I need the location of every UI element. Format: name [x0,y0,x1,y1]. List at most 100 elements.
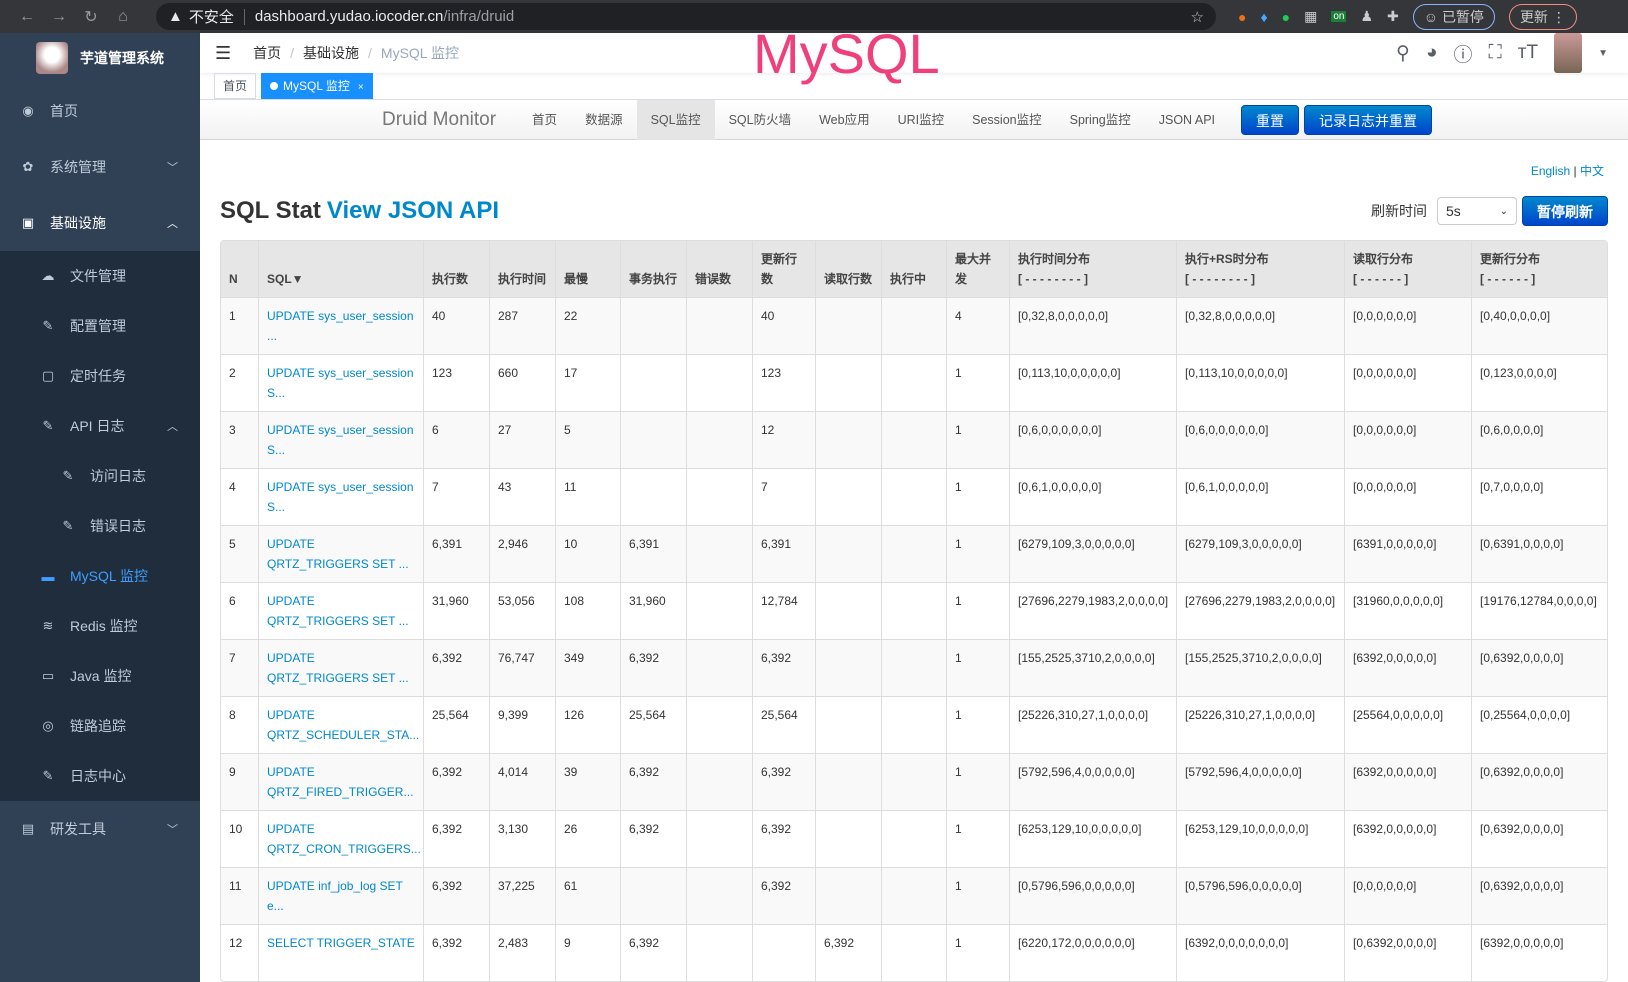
tag-home[interactable]: 首页 [214,73,257,99]
table-cell: 12 [221,924,258,981]
sidebar-item-devtools[interactable]: ▤ 研发工具 ﹀ [0,801,200,857]
sidebar-item-access-log[interactable]: ✎ 访问日志 [0,451,200,501]
table-cell: 22 [555,297,620,354]
bookmark-star-icon[interactable]: ☆ [1190,8,1204,26]
sql-stat-content: English | 中文 SQL Stat View JSON API 刷新时间 … [200,140,1628,982]
table-cell: 6,392 [620,924,686,981]
sidebar-item-java[interactable]: ▭ Java 监控 [0,651,200,701]
back-icon[interactable]: ← [19,7,35,25]
sidebar-item-error-log[interactable]: ✎ 错误日志 [0,501,200,551]
breadcrumb-separator: / [290,45,295,61]
sidebar-item-config[interactable]: ✎ 配置管理 [0,301,200,351]
sql-link[interactable]: UPDATE QRTZ_FIRED_TRIGGER... [267,765,414,799]
table-cell: [0,32,8,0,0,0,0,0] [1009,297,1176,354]
extension-icon[interactable]: ♟ [1360,8,1374,24]
fullscreen-icon[interactable]: ⛶ [1488,42,1502,63]
sql-link[interactable]: UPDATE QRTZ_SCHEDULER_STA... [267,708,420,742]
sidebar-item-mysql[interactable]: ▬ MySQL 监控 [0,551,200,601]
sql-link[interactable]: UPDATE inf_job_log SET e... [267,879,403,913]
table-cell: [0,6,1,0,0,0,0,0] [1009,468,1176,525]
breadcrumb-infra[interactable]: 基础设施 [303,45,360,61]
sql-link[interactable]: UPDATE sys_user_session ... [267,309,414,343]
main-area: ☰ 首页 / 基础设施 / MySQL 监控 MySQL ⚲ ◕ ⓘ ⛶ ᴛT ▼ 首页… [200,22,1628,982]
druid-nav-uri[interactable]: URI监控 [897,112,945,127]
druid-nav-spring[interactable]: Spring监控 [1069,112,1131,127]
sidebar-item-api-log[interactable]: ✎ API 日志 ︿ [0,401,200,451]
extension-icon[interactable]: ● [1281,8,1291,25]
lang-chinese[interactable]: 中文 [1579,164,1604,178]
druid-nav-webapp[interactable]: Web应用 [819,112,870,127]
hamburger-icon[interactable]: ☰ [215,42,232,63]
druid-nav-json-api[interactable]: JSON API [1158,112,1216,127]
sql-link[interactable]: UPDATE sys_user_session S... [267,366,414,400]
avatar[interactable] [1554,33,1583,73]
druid-nav-home[interactable]: 首页 [532,112,558,127]
address-bar[interactable]: ▲ 不安全 dashboard.yudao.iocoder.cn/infra/d… [156,3,1216,30]
help-icon[interactable]: ⓘ [1453,44,1473,66]
druid-brand[interactable]: Druid Monitor [382,108,497,130]
sidebar-item-redis[interactable]: ≋ Redis 监控 [0,601,200,651]
profile-button[interactable]: ☺ 已暂停 [1412,3,1495,30]
sidebar-item-file[interactable]: ☁ 文件管理 [0,251,200,301]
puzzle-icon[interactable]: ✚ [1387,8,1399,24]
table-cell: [6253,129,10,0,0,0,0,0] [1009,810,1176,867]
sidebar-logo[interactable]: 芋道管理系统 [0,33,200,83]
reload-icon[interactable]: ↻ [84,8,98,26]
druid-nav-session[interactable]: Session监控 [972,112,1042,127]
column-header[interactable]: SQL▼ [258,241,423,297]
extension-icon[interactable]: ▦ [1304,8,1318,24]
home-icon[interactable]: ⌂ [118,7,128,25]
table-cell: 40 [752,297,815,354]
lang-english[interactable]: English [1530,164,1571,178]
sidebar-item-home[interactable]: ◉ 首页 [0,83,200,139]
table-cell: [0,6392,0,0,0,0] [1471,867,1607,924]
sidebar-item-job[interactable]: ▢ 定时任务 [0,351,200,401]
table-cell [620,867,686,924]
search-icon[interactable]: ⚲ [1396,42,1410,64]
close-icon[interactable]: × [357,82,364,93]
tag-mysql[interactable]: MySQL 监控 × [261,73,373,99]
sidebar-item-infra[interactable]: ▣ 基础设施 ︿ [0,195,200,251]
github-icon[interactable]: ◕ [1425,42,1438,63]
log-icon: ✎ [42,768,54,783]
sql-link[interactable]: UPDATE QRTZ_CRON_TRIGGERS... [267,822,421,856]
log-and-reset-button[interactable]: 记录日志并重置 [1304,104,1433,135]
table-cell: [155,2525,3710,2,0,0,0,0] [1009,639,1176,696]
sql-link[interactable]: UPDATE QRTZ_TRIGGERS SET ... [267,537,409,571]
label: Java 监控 [70,668,132,684]
extension-icon[interactable]: ♦ [1260,8,1268,25]
sidebar-item-trace[interactable]: ◎ 链路追踪 [0,701,200,751]
breadcrumb-home[interactable]: 首页 [253,45,282,61]
view-json-api-link[interactable]: View JSON API [326,197,499,224]
tags-view: 首页 MySQL 监控 × [200,73,1628,100]
extension-on-badge[interactable]: on [1331,11,1347,22]
table-cell [815,468,881,525]
druid-nav-sql[interactable]: SQL监控 [636,99,715,140]
sql-link[interactable]: UPDATE QRTZ_TRIGGERS SET ... [267,651,409,685]
table-cell [881,354,946,411]
extension-icon[interactable]: ● [1238,8,1247,25]
table-cell: 9 [221,753,258,810]
pause-refresh-button[interactable]: 暂停刷新 [1522,196,1608,226]
druid-nav-datasource[interactable]: 数据源 [585,112,623,127]
caret-down-icon[interactable]: ▼ [1598,47,1608,59]
label: 错误日志 [90,518,146,534]
update-button[interactable]: 更新 ⋮ [1508,3,1577,30]
sql-link[interactable]: UPDATE sys_user_session S... [267,423,414,457]
more-icon: ⋮ [1551,8,1566,25]
table-cell [881,867,946,924]
table-cell [881,525,946,582]
sql-link[interactable]: UPDATE QRTZ_TRIGGERS SET ... [267,594,409,628]
font-size-icon[interactable]: ᴛT [1517,42,1539,63]
sidebar-item-system[interactable]: ✿ 系统管理 ﹀ [0,139,200,195]
refresh-interval-select[interactable]: 5s ⌄ [1437,197,1517,225]
forward-icon[interactable]: → [51,7,67,25]
sql-link[interactable]: SELECT TRIGGER_STATE [267,936,415,950]
sidebar-item-log-center[interactable]: ✎ 日志中心 [0,751,200,801]
navbar: ☰ 首页 / 基础设施 / MySQL 监控 MySQL ⚲ ◕ ⓘ ⛶ ᴛT ▼ [200,22,1628,85]
table-cell [815,411,881,468]
druid-nav-wall[interactable]: SQL防火墙 [728,112,792,127]
sql-link[interactable]: UPDATE sys_user_session S... [267,480,414,514]
table-cell: 1 [946,810,1009,867]
reset-button[interactable]: 重置 [1241,104,1300,135]
